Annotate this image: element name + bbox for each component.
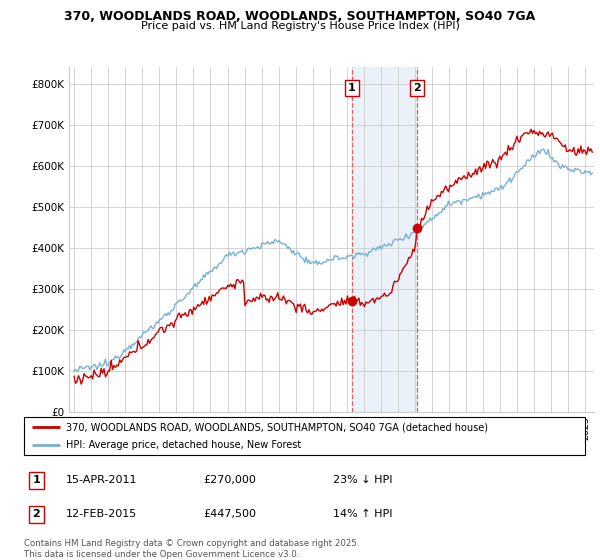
- Text: 370, WOODLANDS ROAD, WOODLANDS, SOUTHAMPTON, SO40 7GA: 370, WOODLANDS ROAD, WOODLANDS, SOUTHAMP…: [64, 10, 536, 23]
- Text: 12-FEB-2015: 12-FEB-2015: [66, 510, 137, 520]
- Text: 23% ↓ HPI: 23% ↓ HPI: [332, 475, 392, 485]
- Text: Contains HM Land Registry data © Crown copyright and database right 2025.
This d: Contains HM Land Registry data © Crown c…: [24, 539, 359, 559]
- Text: 14% ↑ HPI: 14% ↑ HPI: [332, 510, 392, 520]
- Bar: [352, 67, 417, 412]
- Text: 15-APR-2011: 15-APR-2011: [66, 475, 137, 485]
- Text: HPI: Average price, detached house, New Forest: HPI: Average price, detached house, New …: [66, 440, 301, 450]
- Text: £270,000: £270,000: [203, 475, 256, 485]
- Text: 2: 2: [32, 510, 40, 520]
- Text: Price paid vs. HM Land Registry's House Price Index (HPI): Price paid vs. HM Land Registry's House …: [140, 21, 460, 31]
- Text: 1: 1: [348, 83, 356, 93]
- Text: £447,500: £447,500: [203, 510, 257, 520]
- Text: 2: 2: [413, 83, 421, 93]
- Text: 1: 1: [32, 475, 40, 485]
- Text: 370, WOODLANDS ROAD, WOODLANDS, SOUTHAMPTON, SO40 7GA (detached house): 370, WOODLANDS ROAD, WOODLANDS, SOUTHAMP…: [66, 422, 488, 432]
